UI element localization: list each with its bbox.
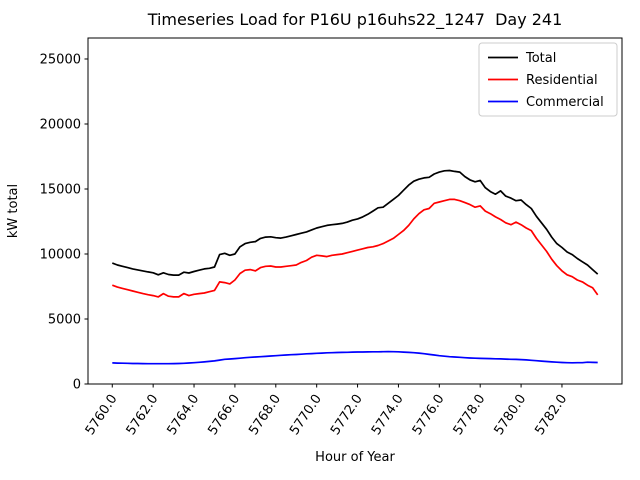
y-tick-label: 5000 <box>48 312 81 327</box>
x-tick-label: 5764.0 <box>164 392 202 438</box>
x-tick-label: 5780.0 <box>492 392 530 438</box>
y-axis-label: kW total <box>6 184 21 238</box>
y-tick-label: 20000 <box>40 117 81 132</box>
x-tick-label: 5768.0 <box>246 392 284 438</box>
legend-box <box>478 42 618 117</box>
x-axis-label: Hour of Year <box>315 450 395 465</box>
legend: Total Residential Commercial <box>478 42 618 117</box>
x-tick-label: 5778.0 <box>451 392 489 438</box>
series-line-total <box>112 169 599 276</box>
x-tick-label: 5766.0 <box>205 392 243 438</box>
y-tick-label: 10000 <box>40 247 81 262</box>
y-axis-ticks: 0 5000 10000 15000 20000 25000 <box>40 52 88 393</box>
x-tick-label: 5772.0 <box>328 392 366 438</box>
y-tick-label: 0 <box>73 378 81 393</box>
y-tick-label: 25000 <box>40 52 81 67</box>
chart-title: Timeseries Load for P16U p16uhs22_1247 D… <box>147 10 563 30</box>
x-axis-ticks: 5760.0 5762.0 5764.0 5766.0 5768.0 5770.0 5772… <box>83 384 570 438</box>
series-line-residential <box>112 198 599 298</box>
x-tick-label: 5762.0 <box>124 392 162 438</box>
plot-area <box>87 37 623 385</box>
x-tick-label: 5776.0 <box>410 392 448 438</box>
x-tick-label: 5760.0 <box>83 392 121 438</box>
series-lines <box>112 169 599 365</box>
series-line-commercial <box>112 350 598 365</box>
legend-label-total: Total <box>525 51 556 66</box>
x-tick-label: 5782.0 <box>532 392 570 438</box>
x-tick-label: 5770.0 <box>287 392 325 438</box>
x-tick-label: 5774.0 <box>369 392 407 438</box>
legend-label-commercial: Commercial <box>526 95 604 110</box>
y-tick-label: 15000 <box>40 182 81 197</box>
legend-label-residential: Residential <box>526 73 598 88</box>
